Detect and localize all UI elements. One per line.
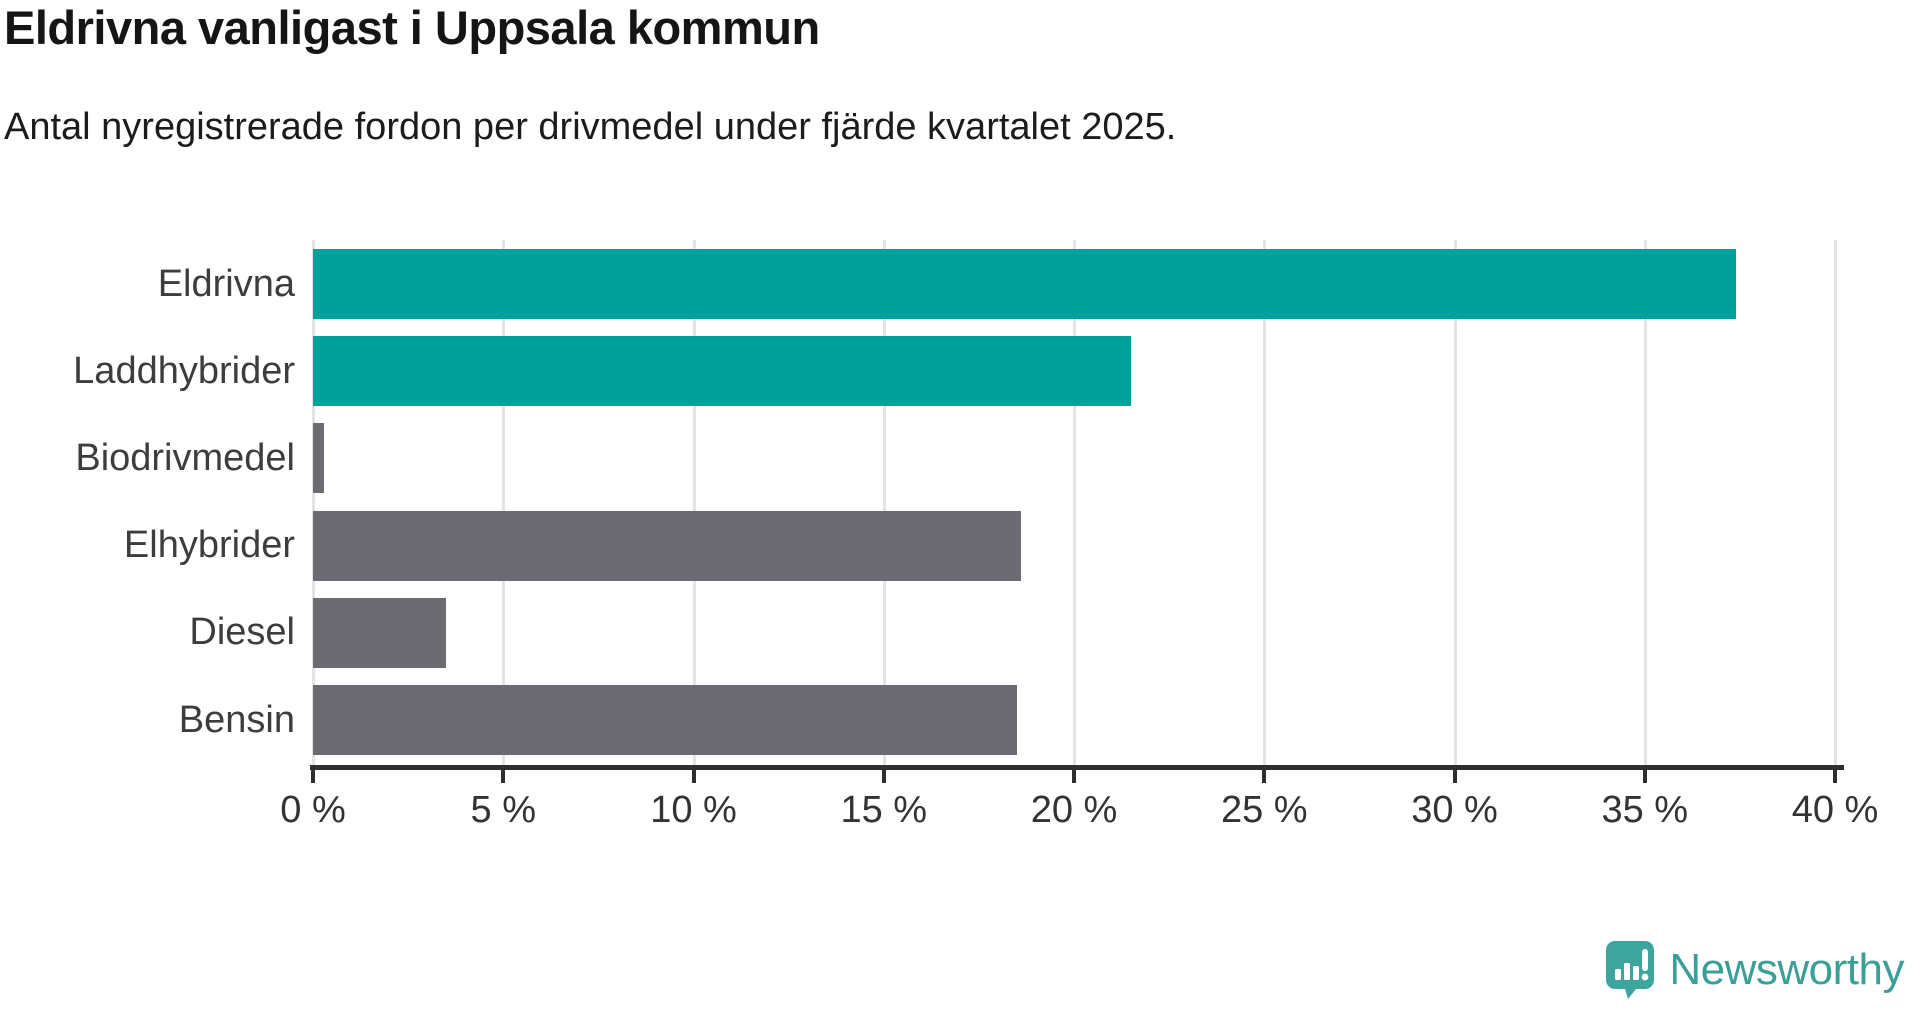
- bar-row-elhybrider: Elhybrider: [124, 510, 1835, 581]
- gridline-25: [1263, 240, 1267, 765]
- chart-title: Eldrivna vanligast i Uppsala kommun: [4, 1, 820, 54]
- x-axis-tick-5: [501, 768, 506, 783]
- bar-row-biodrivmedel: Biodrivmedel: [75, 423, 1835, 494]
- x-axis-tick-15: [881, 768, 886, 783]
- x-axis-tick-label-15: 15 %: [840, 789, 928, 831]
- x-axis-tick-label-5: 5 %: [470, 789, 536, 831]
- x-axis-tick-label-0: 0 %: [280, 789, 346, 831]
- bar-laddhybrider: [313, 336, 1132, 407]
- newsworthy-logo-text: Newsworthy: [1669, 945, 1904, 994]
- x-axis-tick-40: [1833, 768, 1837, 783]
- x-axis-tick-label-10: 10 %: [650, 789, 737, 831]
- x-axis-tick-label-40: 40 %: [1791, 789, 1879, 831]
- bar-diesel: [313, 597, 447, 668]
- gridline-5: [502, 240, 506, 765]
- newsworthy-logo: Newsworthy: [1605, 940, 1904, 1000]
- chart-subtitle: Antal nyregistrerade fordon per drivmede…: [4, 106, 1177, 148]
- x-axis-tick-20: [1072, 768, 1076, 783]
- gridline-30: [1453, 240, 1457, 765]
- x-axis-tick-25: [1262, 768, 1267, 783]
- category-label-eldrivna: Eldrivna: [157, 262, 295, 305]
- plot-area: 0 % 5 % 10 % 15 % 20 % 25 % 30 % 35 % 40 % Eldriv…: [73, 240, 1878, 831]
- bar-row-eldrivna: Eldrivna: [158, 249, 1835, 319]
- bar-eldrivna: [313, 249, 1737, 319]
- x-axis-tick-label-20: 20 %: [1030, 789, 1118, 831]
- bar-biodrivmedel: [313, 423, 325, 494]
- bar-elhybrider: [313, 510, 1021, 581]
- gridline-15: [882, 240, 886, 765]
- gridline-35: [1643, 240, 1647, 765]
- category-label-elhybrider: Elhybrider: [123, 524, 295, 567]
- x-axis-tick-10: [691, 768, 696, 783]
- gridline-0: [312, 240, 315, 765]
- x-axis-line: [310, 765, 1844, 770]
- bar-bensin: [313, 685, 1017, 755]
- bar-row-bensin: Bensin: [179, 685, 1835, 755]
- category-label-bensin: Bensin: [178, 698, 295, 741]
- x-axis-tick-35: [1642, 768, 1647, 783]
- x-axis-tick-30: [1452, 768, 1457, 783]
- category-label-biodrivmedel: Biodrivmedel: [75, 436, 295, 479]
- bar-row-diesel: Diesel: [189, 597, 1835, 668]
- category-label-diesel: Diesel: [189, 611, 295, 654]
- x-axis-tick-label-25: 25 %: [1220, 789, 1308, 831]
- x-axis-tick-label-30: 30 %: [1411, 789, 1498, 831]
- bar-row-laddhybrider: Laddhybrider: [73, 336, 1835, 407]
- gridline-20: [1073, 240, 1076, 765]
- x-axis-tick-0: [311, 768, 315, 783]
- gridline-10: [692, 240, 696, 765]
- category-label-laddhybrider: Laddhybrider: [73, 349, 295, 392]
- newsworthy-bubble-chart-icon: [1606, 941, 1655, 999]
- gridline-40: [1834, 240, 1837, 765]
- x-axis-tick-label-35: 35 %: [1601, 789, 1689, 831]
